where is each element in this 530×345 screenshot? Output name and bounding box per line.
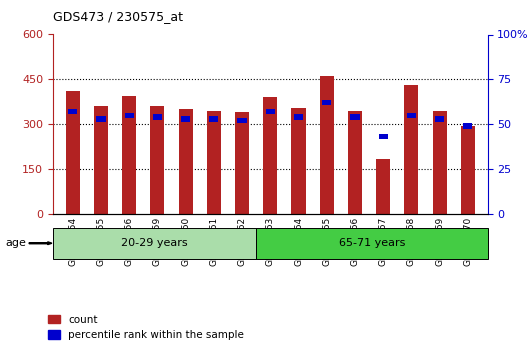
- Bar: [266, 109, 275, 114]
- Bar: [122, 96, 136, 214]
- Text: 65-71 years: 65-71 years: [339, 238, 405, 248]
- Bar: [151, 106, 164, 214]
- Bar: [407, 112, 416, 118]
- Bar: [53, 228, 256, 259]
- Bar: [181, 116, 190, 121]
- Bar: [350, 114, 359, 120]
- Text: GDS473 / 230575_at: GDS473 / 230575_at: [53, 10, 183, 23]
- Bar: [237, 118, 246, 123]
- Text: 20-29 years: 20-29 years: [121, 238, 188, 248]
- Bar: [435, 116, 444, 121]
- Bar: [320, 76, 334, 214]
- Bar: [94, 106, 108, 214]
- Bar: [153, 114, 162, 120]
- Bar: [96, 116, 105, 121]
- Bar: [235, 112, 249, 214]
- Bar: [66, 91, 80, 214]
- Bar: [256, 228, 488, 259]
- Bar: [68, 109, 77, 114]
- Bar: [294, 114, 303, 120]
- Bar: [376, 159, 390, 214]
- Bar: [179, 109, 193, 214]
- Bar: [378, 134, 388, 139]
- Bar: [432, 111, 447, 214]
- Bar: [348, 111, 362, 214]
- Bar: [404, 85, 419, 214]
- Text: age: age: [5, 238, 26, 248]
- Bar: [322, 100, 331, 105]
- Bar: [209, 116, 218, 121]
- Bar: [292, 108, 306, 214]
- Bar: [263, 97, 277, 214]
- Bar: [125, 112, 134, 118]
- Legend: count, percentile rank within the sample: count, percentile rank within the sample: [48, 315, 244, 340]
- Bar: [463, 123, 472, 129]
- Bar: [207, 111, 221, 214]
- Bar: [461, 126, 475, 214]
